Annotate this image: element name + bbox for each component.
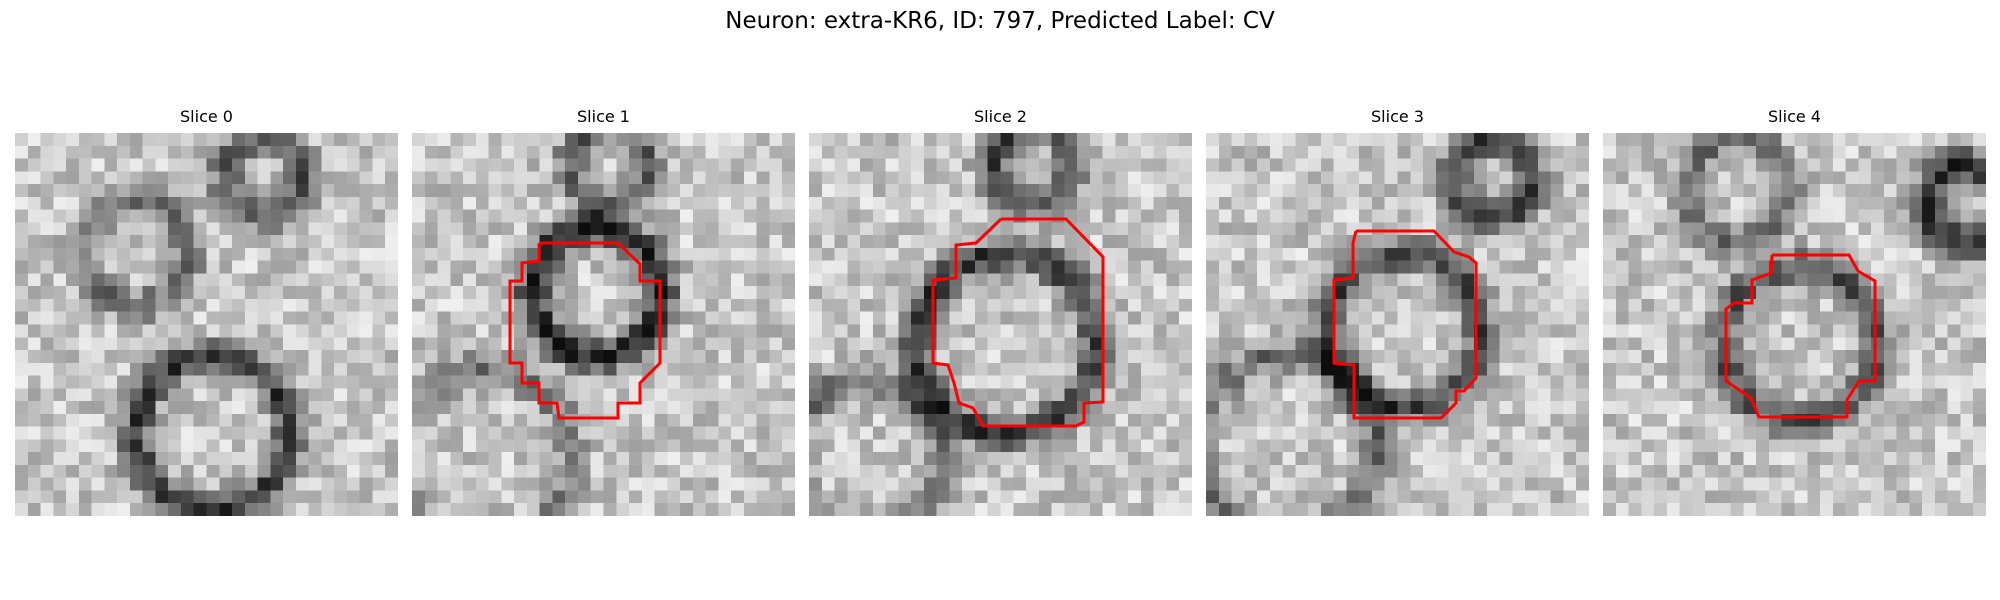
contour-overlay-2: [931, 217, 1105, 428]
slice-image-3: [1206, 133, 1589, 516]
cell-contour-3: [1332, 229, 1478, 420]
slice-image-1: [412, 133, 795, 516]
figure-title: Neuron: extra-KR6, ID: 797, Predicted La…: [725, 8, 1275, 34]
slice-title-2: Slice 2: [974, 107, 1027, 126]
slice-title-1: Slice 1: [577, 107, 630, 126]
slice-panel-3: Slice 3: [1206, 106, 1589, 516]
slice-panel-0: Slice 0: [15, 106, 398, 516]
cell-contour-1: [508, 241, 662, 420]
slice-image-0: [15, 133, 398, 516]
slice-pixels-0: [15, 133, 398, 516]
cell-contour-4: [1724, 253, 1877, 419]
contour-overlay-4: [1724, 253, 1877, 419]
contour-overlay-3: [1332, 229, 1478, 420]
slice-panel-4: Slice 4: [1603, 106, 1986, 516]
slice-image-2: [809, 133, 1192, 516]
slice-panel-1: Slice 1: [412, 106, 795, 516]
slice-pixels-4: [1603, 133, 1986, 516]
slice-pixels-1: [412, 133, 795, 516]
slice-panel-2: Slice 2: [809, 106, 1192, 516]
slice-image-4: [1603, 133, 1986, 516]
slice-title-3: Slice 3: [1371, 107, 1424, 126]
slice-pixels-2: [809, 133, 1192, 516]
slice-title-4: Slice 4: [1768, 107, 1821, 126]
contour-overlay-1: [508, 241, 662, 420]
cell-contour-2: [931, 217, 1105, 428]
slice-pixels-3: [1206, 133, 1589, 516]
slice-title-0: Slice 0: [180, 107, 233, 126]
